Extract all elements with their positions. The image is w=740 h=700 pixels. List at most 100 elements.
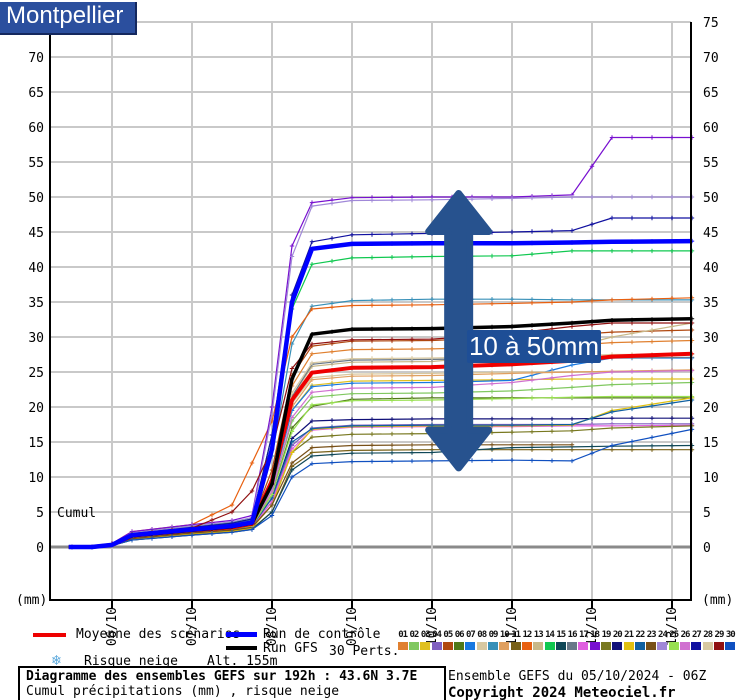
perturbation-number: 08 xyxy=(477,630,487,640)
svg-text:07/10: 07/10 xyxy=(185,607,200,646)
perturbation-color-swatch xyxy=(488,642,499,650)
perturbation-number: 13 xyxy=(533,630,544,640)
perturbation-color-swatch xyxy=(680,642,691,650)
ensemble-chart: 0510152025303540455055606570051015202530… xyxy=(16,16,733,646)
perturbation-color-swatch xyxy=(521,642,532,650)
svg-text:40: 40 xyxy=(28,261,44,276)
perturbation-number: 18 xyxy=(590,630,600,640)
legend-gfs-label: Run GFS xyxy=(263,641,318,656)
svg-text:65: 65 xyxy=(28,86,44,101)
perturbation-number: 02 xyxy=(409,630,420,640)
perturbation-cell: 26 xyxy=(679,630,690,650)
svg-text:40: 40 xyxy=(703,261,719,276)
perturbation-color-swatch xyxy=(691,642,702,650)
svg-text:55: 55 xyxy=(28,156,44,171)
perturbation-number: 12 xyxy=(522,630,532,640)
perturbation-number: 23 xyxy=(646,630,657,640)
gfs-line-swatch xyxy=(226,646,257,650)
svg-text:70: 70 xyxy=(703,51,719,66)
copyright-label: Copyright 2024 Meteociel.fr xyxy=(448,685,676,700)
perturbation-number: 19 xyxy=(601,630,612,640)
perturbation-number: 15 xyxy=(556,630,566,640)
legend-perts-label: 30 Perts. xyxy=(329,644,400,659)
perturbation-number: 28 xyxy=(703,630,713,640)
svg-text:15: 15 xyxy=(703,436,719,451)
perturbation-cell: 02 xyxy=(408,630,419,650)
svg-text:75: 75 xyxy=(703,16,719,31)
perturbation-cell: 09 xyxy=(487,630,498,650)
perturbation-cell: 19 xyxy=(600,630,611,650)
svg-text:30: 30 xyxy=(28,331,44,346)
chart-info-box: Diagramme des ensembles GEFS sur 192h : … xyxy=(18,666,446,700)
perturbation-cell: 05 xyxy=(442,630,453,650)
perturbation-color-swatch xyxy=(408,642,419,650)
perturbation-color-swatch xyxy=(476,642,487,650)
svg-text:Cumul: Cumul xyxy=(57,506,96,521)
perturbation-number: 16 xyxy=(567,630,578,640)
perturbation-cell: 30 xyxy=(725,630,736,650)
perturbation-color-swatch xyxy=(454,642,465,650)
perturbation-number: 27 xyxy=(691,630,702,640)
perturbation-color-swatch xyxy=(420,642,431,650)
perturbation-number: 20 xyxy=(612,630,623,640)
svg-text:11/10: 11/10 xyxy=(505,607,520,646)
perturbation-color-swatch xyxy=(578,642,589,650)
perturbation-cell: 15 xyxy=(555,630,566,650)
svg-text:0: 0 xyxy=(703,541,711,556)
perturbation-color-swatch xyxy=(499,642,510,650)
mean-line-swatch xyxy=(33,633,66,637)
perturbation-cell: 29 xyxy=(713,630,724,650)
perturbation-cell: 27 xyxy=(691,630,702,650)
perturbation-cell: 20 xyxy=(612,630,623,650)
svg-text:35: 35 xyxy=(703,296,719,311)
perturbation-color-swatch xyxy=(725,642,736,650)
snowflake-icon: ❄ xyxy=(52,651,62,669)
legend-snow-label: Risque neige xyxy=(84,654,178,669)
perturbation-number: 26 xyxy=(680,630,691,640)
svg-text:30: 30 xyxy=(703,331,719,346)
perturbation-color-swatch xyxy=(713,642,724,650)
perturbation-cell: 13 xyxy=(533,630,544,650)
perturbation-number: 22 xyxy=(635,630,645,640)
perturbation-number: 10 xyxy=(499,630,510,640)
legend-mean-label: Moyenne des scénarios xyxy=(76,627,241,642)
page-title: Montpellier xyxy=(0,2,138,35)
perturbation-number: 05 xyxy=(443,630,453,640)
perturbation-color-swatch xyxy=(567,642,578,650)
perturbation-number: 14 xyxy=(545,630,555,640)
perturbation-color-swatch xyxy=(634,642,645,650)
perturbation-color-swatch xyxy=(431,642,442,650)
range-arrow xyxy=(425,190,493,472)
svg-text:5: 5 xyxy=(36,506,44,521)
svg-text:60: 60 xyxy=(703,121,719,136)
perturbation-color-swatch xyxy=(589,642,600,650)
perturbation-cell: 08 xyxy=(476,630,487,650)
svg-text:15: 15 xyxy=(28,436,44,451)
svg-text:25: 25 xyxy=(703,366,719,381)
perturbation-number: 03 xyxy=(420,630,431,640)
chart-info-title: Diagramme des ensembles GEFS sur 192h : … xyxy=(26,669,418,684)
perturbation-color-swatch xyxy=(544,642,555,650)
perturbation-cell: 17 xyxy=(578,630,589,650)
svg-text:20: 20 xyxy=(28,401,44,416)
svg-text:45: 45 xyxy=(28,226,44,241)
perturbation-cell: 16 xyxy=(566,630,577,650)
perturbation-color-swatch xyxy=(657,642,668,650)
svg-text:45: 45 xyxy=(703,226,719,241)
perturbation-cell: 28 xyxy=(702,630,713,650)
perturbation-cell: 22 xyxy=(634,630,645,650)
perturbation-color-swatch xyxy=(442,642,453,650)
control-line-swatch xyxy=(226,632,257,637)
svg-text:35: 35 xyxy=(28,296,44,311)
svg-text:50: 50 xyxy=(28,191,44,206)
perturbation-number: 21 xyxy=(624,630,634,640)
perturbation-number: 07 xyxy=(466,630,476,640)
perturbation-color-swatch xyxy=(397,642,408,650)
perturbation-cell: 12 xyxy=(521,630,532,650)
perturbation-cell: 04 xyxy=(431,630,442,650)
perturbation-color-swatch xyxy=(623,642,634,650)
perturbation-cell: 24 xyxy=(657,630,668,650)
svg-text:55: 55 xyxy=(703,156,719,171)
svg-text:(mm): (mm) xyxy=(16,593,47,608)
svg-text:12/10: 12/10 xyxy=(585,607,600,646)
